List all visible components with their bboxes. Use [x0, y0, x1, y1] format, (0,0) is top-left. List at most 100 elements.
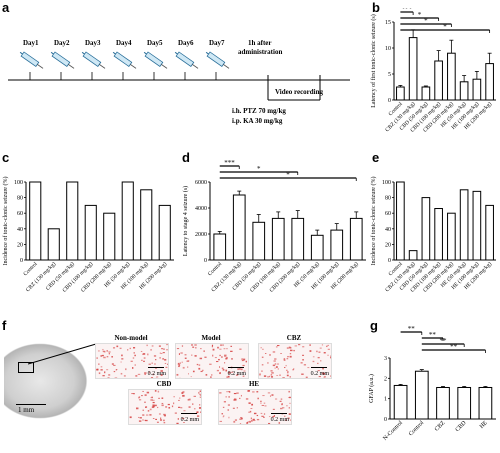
y-axis-label: GFAP (a.u.) [368, 374, 375, 403]
bar [291, 217, 305, 261]
significance-label: * [418, 11, 422, 19]
day-label: Day5 [147, 39, 163, 47]
y-tick-label: 0 [384, 417, 387, 423]
category-label: HE [479, 420, 489, 430]
bar [436, 386, 450, 420]
bar [232, 194, 246, 261]
bar [414, 370, 429, 420]
y-tick-label: 100 [14, 180, 23, 186]
overview-scale-bar [16, 404, 46, 405]
scale-label: 0.2 mm [147, 371, 166, 377]
bar [459, 81, 469, 101]
syringe-icon [112, 51, 137, 69]
bar [408, 37, 418, 101]
panel-letter-e: e [372, 150, 380, 165]
bar [140, 189, 153, 261]
chart-g: 0 1 2 3 GFAP (a.u.) N-Control Control CBZ CBD HE *… [368, 325, 496, 442]
scale-bar [228, 367, 244, 368]
y-tick-label: 1 [384, 397, 387, 403]
significance-label: * [424, 17, 428, 25]
bar [47, 228, 60, 261]
tile-title: CBZ [286, 334, 302, 342]
tile-title: Non-model [114, 334, 148, 342]
y-tick-label: 20 [17, 242, 23, 248]
bar [421, 197, 431, 261]
ih-label: i.h. PTZ 70 mg/kg [232, 107, 286, 115]
y-tick-label: 100 [382, 180, 391, 186]
bar [349, 217, 363, 261]
day-label: Day1 [23, 39, 39, 47]
y-tick-label: 80 [385, 196, 391, 202]
chart-c: 0 20 40 60 80 100 Incidence of tonic-clonic se… [2, 177, 174, 294]
histology-image: 0.2 mm [95, 343, 169, 379]
y-tick-label: 3 [384, 356, 387, 362]
scale-bar [181, 413, 197, 414]
scale-label: 0.2 mm [310, 371, 329, 377]
y-axis-label: Latency of first tonic-clonic seizure (s… [370, 14, 377, 107]
panel-letter-d: d [182, 150, 190, 165]
ip-label: i.p. KA 30 mg/kg [232, 117, 283, 125]
category-label: CBD [455, 420, 468, 433]
panel-letter-c: c [2, 150, 10, 165]
category-label: Control [207, 261, 223, 277]
bar [66, 181, 79, 261]
histology-image: 0.2 mm [218, 389, 292, 425]
y-tick-label: 15 [385, 20, 391, 26]
bar [121, 181, 134, 261]
bar [472, 190, 482, 261]
y-tick-label: 0 [388, 98, 391, 104]
panel-letter-a: a [2, 0, 10, 15]
panel-letter-g: g [370, 318, 378, 333]
day-label: Day3 [85, 39, 101, 47]
significance-label: ** [440, 337, 448, 345]
bar [252, 221, 266, 261]
y-tick-label: 6000 [195, 180, 207, 186]
syringe-icon [81, 51, 106, 69]
significance-label: ** [408, 325, 416, 333]
scale-bar [148, 367, 164, 368]
panel-letter-f: f [2, 318, 7, 333]
bar [330, 229, 344, 261]
bar [434, 208, 443, 261]
bar [459, 189, 469, 261]
y-tick-label: 0 [20, 258, 23, 264]
y-tick-label: 4000 [195, 206, 207, 212]
syringe-icon [19, 51, 44, 69]
scale-bar [311, 367, 327, 368]
significance-label: ** [450, 343, 458, 351]
bar [485, 63, 494, 101]
y-tick-label: 40 [385, 227, 391, 233]
significance-label: *** [224, 160, 235, 167]
day-label: Day6 [178, 39, 194, 47]
syringe-icon [143, 51, 168, 69]
day-label: Day7 [209, 39, 225, 47]
chart-b: 0 5 10 15 Latency of first tonic-clonic seiz… [370, 8, 496, 134]
y-tick-label: 5 [388, 72, 391, 78]
day-label: Day2 [54, 39, 70, 47]
tile-title: Model [201, 334, 221, 342]
bar [29, 181, 42, 261]
bar [396, 86, 405, 101]
y-tick-label: 80 [17, 196, 23, 202]
bar [457, 386, 472, 420]
significance-label: * [257, 165, 261, 173]
bar [485, 204, 494, 261]
bar [271, 217, 285, 261]
tile-title: CBD [156, 380, 172, 388]
y-axis-label: Incidence of tonic-clonic seizure (%) [370, 177, 377, 266]
significance-label: * [443, 23, 447, 31]
after-label-1: 1h after [248, 39, 272, 47]
y-tick-label: 40 [17, 227, 23, 233]
y-tick-label: 60 [385, 211, 391, 217]
bar [408, 250, 418, 261]
chart-d: 0 2000 4000 6000 Latency to stage 4 seizure … [182, 160, 366, 294]
histology-image: 0.2 mm [175, 343, 249, 379]
syringe-icon [205, 51, 230, 69]
bar [478, 386, 493, 420]
bar [393, 384, 408, 420]
bar [447, 52, 456, 101]
y-tick-label: 20 [385, 242, 391, 248]
y-tick-label: 60 [17, 211, 23, 217]
histology-image: 0.2 mm [128, 389, 202, 425]
bar [421, 86, 431, 101]
